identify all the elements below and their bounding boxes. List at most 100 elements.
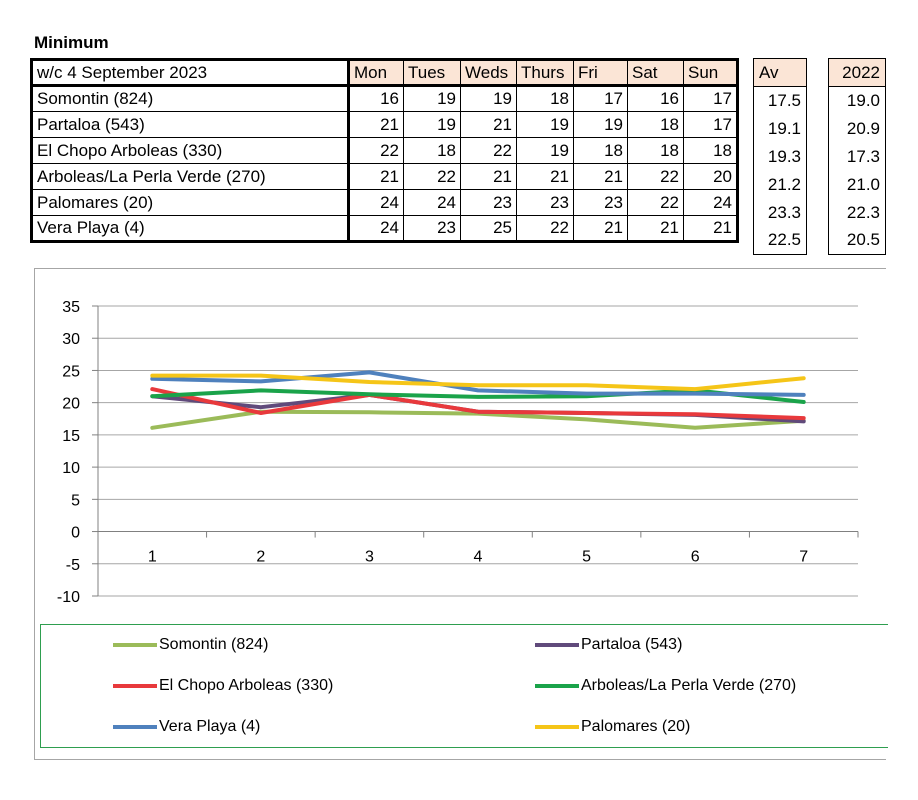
average-cell: 22.5 [753,226,807,255]
station-name: Somontin (824) [31,85,350,112]
average-cell: 23.3 [753,198,807,227]
prev-year-cell: 21.0 [828,170,886,199]
prev-year-cell: 19.0 [828,86,886,115]
week-label: w/c 4 September 2023 [31,59,350,87]
av-header: Av [753,58,807,87]
legend-label: Arboleas/La Perla Verde (270) [581,677,797,694]
temp-cell: 24 [683,189,739,216]
station-name: Palomares (20) [31,189,350,216]
table-row: Partaloa (543) 21 19 21 19 19 18 17 [31,111,739,138]
year-header: 2022 [828,58,886,87]
temp-cell: 22 [627,163,684,190]
temp-cell: 21 [627,215,684,242]
temp-cell: 22 [348,137,404,164]
table-row: Palomares (20) 24 24 23 23 23 22 24 [31,189,739,216]
day-header: Thurs [516,59,574,87]
y-tick-label: 10 [62,460,80,477]
legend-item: El Chopo Arboleas (330) [113,677,333,695]
temp-cell: 18 [683,137,739,164]
series-line [150,373,806,392]
x-tick-label: 1 [148,549,157,566]
temp-cell: 19 [460,85,517,112]
series-line [150,387,806,421]
temp-cell: 19 [516,111,574,138]
temp-cell: 22 [403,163,461,190]
average-cell: 21.2 [753,170,807,199]
temp-cell: 23 [460,189,517,216]
temp-cell: 21 [573,215,628,242]
table-row: Somontin (824) 16 19 19 18 17 16 17 [31,85,739,112]
temp-cell: 17 [683,85,739,112]
legend-label: Palomares (20) [581,718,691,735]
legend-item: Arboleas/La Perla Verde (270) [535,677,796,695]
legend-item: Somontin (824) [113,636,268,654]
prev-year-cell: 22.3 [828,198,886,227]
average-cell: 19.3 [753,142,807,171]
legend-label: Somontin (824) [159,636,269,653]
temp-cell: 19 [573,111,628,138]
average-column: Av 17.5 19.1 19.3 21.2 23.3 22.5 [753,58,807,255]
temp-cell: 23 [573,189,628,216]
temp-cell: 19 [516,137,574,164]
y-tick-label: 15 [62,428,80,445]
x-tick-label: 4 [474,549,483,566]
day-header: Sun [683,59,739,87]
x-tick-label: 5 [582,549,591,566]
table-row: Vera Playa (4) 24 23 25 22 21 21 21 [31,215,739,242]
year-2022-column: 2022 19.0 20.9 17.3 21.0 22.3 20.5 [828,58,886,255]
temp-cell: 18 [403,137,461,164]
temp-cell: 17 [683,111,739,138]
temp-cell: 21 [460,163,517,190]
station-name: Vera Playa (4) [31,215,350,242]
legend-swatch [113,643,157,647]
average-cell: 19.1 [753,114,807,143]
day-header: Sat [627,59,684,87]
legend-swatch [535,725,579,729]
temp-cell: 23 [403,215,461,242]
y-tick-label: 5 [71,492,80,509]
temp-cell: 22 [627,189,684,216]
table-header-row: w/c 4 September 2023 Mon Tues Weds Thurs… [31,59,739,87]
legend-item: Vera Playa (4) [113,718,260,736]
y-tick-label: -5 [66,557,80,574]
temp-cell: 22 [516,215,574,242]
temp-cell: 21 [348,163,404,190]
y-tick-label: 30 [62,331,80,348]
legend-swatch [535,684,579,688]
legend-swatch [535,643,579,647]
legend-item: Partaloa (543) [535,636,682,654]
chart-area [34,268,886,760]
y-tick-label: 25 [62,363,80,380]
station-name: Partaloa (543) [31,111,350,138]
section-title: Minimum [34,33,109,52]
y-tick-label: 35 [62,299,80,316]
x-tick-label: 2 [256,549,265,566]
average-cell: 17.5 [753,86,807,115]
legend-swatch [113,684,157,688]
series-line [150,370,806,397]
legend-label: Vera Playa (4) [159,718,261,735]
temp-cell: 18 [516,85,574,112]
x-tick-label: 7 [799,549,808,566]
prev-year-cell: 20.9 [828,114,886,143]
legend-label: Partaloa (543) [581,636,683,653]
temp-cell: 16 [348,85,404,112]
legend-label: El Chopo Arboleas (330) [159,677,334,694]
y-tick-label: -10 [57,589,80,606]
chart-legend: Somontin (824) Partaloa (543) El Chopo A… [40,624,888,748]
legend-item: Palomares (20) [535,718,690,736]
temp-cell: 21 [683,215,739,242]
legend-swatch [113,725,157,729]
temperature-table: w/c 4 September 2023 Mon Tues Weds Thurs… [30,58,739,243]
temp-cell: 18 [627,111,684,138]
prev-year-cell: 20.5 [828,226,886,255]
temp-cell: 20 [683,163,739,190]
prev-year-cell: 17.3 [828,142,886,171]
temp-cell: 24 [348,215,404,242]
y-tick-label: 0 [71,525,80,542]
x-tick-label: 3 [365,549,374,566]
day-header: Tues [403,59,461,87]
table-row: El Chopo Arboleas (330) 22 18 22 19 18 18 18 [31,137,739,164]
x-tick-label: 6 [691,549,700,566]
